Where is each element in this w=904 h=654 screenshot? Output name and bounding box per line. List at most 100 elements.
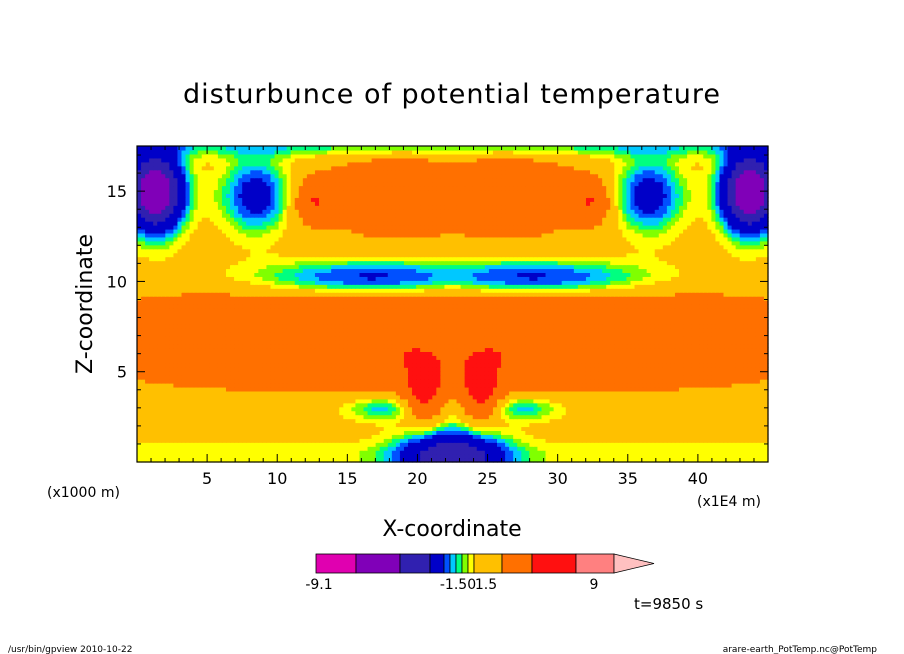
field-cell bbox=[448, 383, 454, 388]
field-cell bbox=[759, 347, 765, 352]
field-cell bbox=[456, 359, 462, 364]
field-cell bbox=[448, 394, 454, 400]
field-cell bbox=[509, 398, 514, 404]
field-cell bbox=[327, 446, 332, 451]
field-cell bbox=[496, 371, 502, 376]
field-cell bbox=[610, 367, 615, 372]
field-cell bbox=[282, 426, 288, 431]
field-cell bbox=[727, 426, 733, 431]
field-cell bbox=[626, 343, 632, 349]
field-cell bbox=[399, 363, 405, 368]
field-cell bbox=[594, 347, 599, 352]
field-cell bbox=[250, 430, 255, 435]
field-cell bbox=[541, 434, 547, 439]
field-cell bbox=[383, 343, 389, 349]
field-cell bbox=[545, 402, 551, 408]
field-cell bbox=[436, 371, 441, 376]
field-cell bbox=[230, 367, 235, 372]
field-cell bbox=[650, 442, 656, 447]
field-cell bbox=[230, 339, 235, 345]
field-cell bbox=[331, 394, 336, 400]
field-cell bbox=[541, 450, 547, 455]
field-cell bbox=[763, 394, 769, 400]
field-cell bbox=[197, 418, 203, 424]
field-cell bbox=[173, 386, 179, 392]
field-cell bbox=[137, 402, 142, 408]
field-cell bbox=[759, 450, 765, 455]
field-cell bbox=[375, 398, 381, 404]
field-cell bbox=[679, 394, 684, 400]
field-cell bbox=[670, 343, 676, 349]
field-cell bbox=[590, 379, 595, 384]
field-cell bbox=[602, 438, 607, 443]
field-cell bbox=[602, 390, 607, 396]
field-cell bbox=[707, 454, 712, 459]
field-cell bbox=[614, 450, 619, 455]
field-cell bbox=[254, 434, 259, 439]
field-cell bbox=[727, 363, 733, 368]
field-cell bbox=[165, 367, 170, 372]
field-cell bbox=[189, 438, 195, 443]
field-cell bbox=[662, 410, 668, 416]
field-cell bbox=[416, 339, 421, 345]
field-cell bbox=[319, 438, 324, 443]
field-cell bbox=[590, 402, 595, 408]
field-cell bbox=[573, 454, 579, 459]
field-cell bbox=[205, 450, 211, 455]
field-cell bbox=[189, 454, 195, 459]
field-cell bbox=[541, 406, 547, 412]
field-cell bbox=[683, 402, 688, 408]
field-cell bbox=[642, 379, 648, 384]
field-cell bbox=[695, 383, 700, 388]
field-cell bbox=[626, 438, 632, 443]
field-cell bbox=[335, 422, 340, 428]
field-cell bbox=[379, 383, 385, 388]
field-cell bbox=[420, 406, 425, 412]
field-cell bbox=[626, 363, 632, 368]
field-cell bbox=[189, 335, 195, 341]
field-cell bbox=[205, 386, 211, 392]
field-cell bbox=[302, 410, 308, 416]
field-cell bbox=[347, 375, 352, 380]
field-cell bbox=[747, 446, 753, 451]
field-cell bbox=[727, 394, 733, 400]
field-cell bbox=[375, 434, 381, 439]
field-cell bbox=[533, 335, 539, 341]
field-cell bbox=[286, 410, 292, 416]
field-cell bbox=[416, 394, 421, 400]
field-cell bbox=[763, 347, 769, 352]
field-cell bbox=[339, 450, 344, 455]
field-cell bbox=[553, 386, 559, 392]
field-cell bbox=[319, 394, 324, 400]
field-cell bbox=[331, 430, 336, 435]
field-cell bbox=[759, 383, 765, 388]
field-cell bbox=[630, 422, 636, 428]
field-cell bbox=[622, 375, 628, 380]
field-cell bbox=[521, 454, 526, 459]
field-cell bbox=[735, 379, 741, 384]
field-cell bbox=[302, 347, 308, 352]
field-cell bbox=[157, 442, 162, 447]
field-cell bbox=[327, 450, 332, 455]
field-cell bbox=[501, 383, 506, 388]
field-cell bbox=[314, 355, 320, 360]
field-cell bbox=[399, 398, 405, 404]
field-cell bbox=[363, 351, 369, 356]
field-cell bbox=[691, 363, 696, 368]
field-cell bbox=[598, 355, 603, 360]
field-cell bbox=[618, 371, 623, 376]
field-cell bbox=[266, 402, 272, 408]
field-cell bbox=[181, 347, 187, 352]
field-cell bbox=[679, 442, 684, 447]
field-cell bbox=[391, 426, 397, 431]
field-cell bbox=[691, 355, 696, 360]
field-cell bbox=[290, 398, 296, 404]
field-cell bbox=[436, 383, 441, 388]
field-cell bbox=[553, 410, 559, 416]
field-cell bbox=[585, 454, 591, 459]
field-cell bbox=[715, 422, 721, 428]
field-cell bbox=[282, 359, 288, 364]
field-cell bbox=[395, 406, 401, 412]
field-cell bbox=[610, 426, 615, 431]
field-cell bbox=[383, 458, 389, 463]
